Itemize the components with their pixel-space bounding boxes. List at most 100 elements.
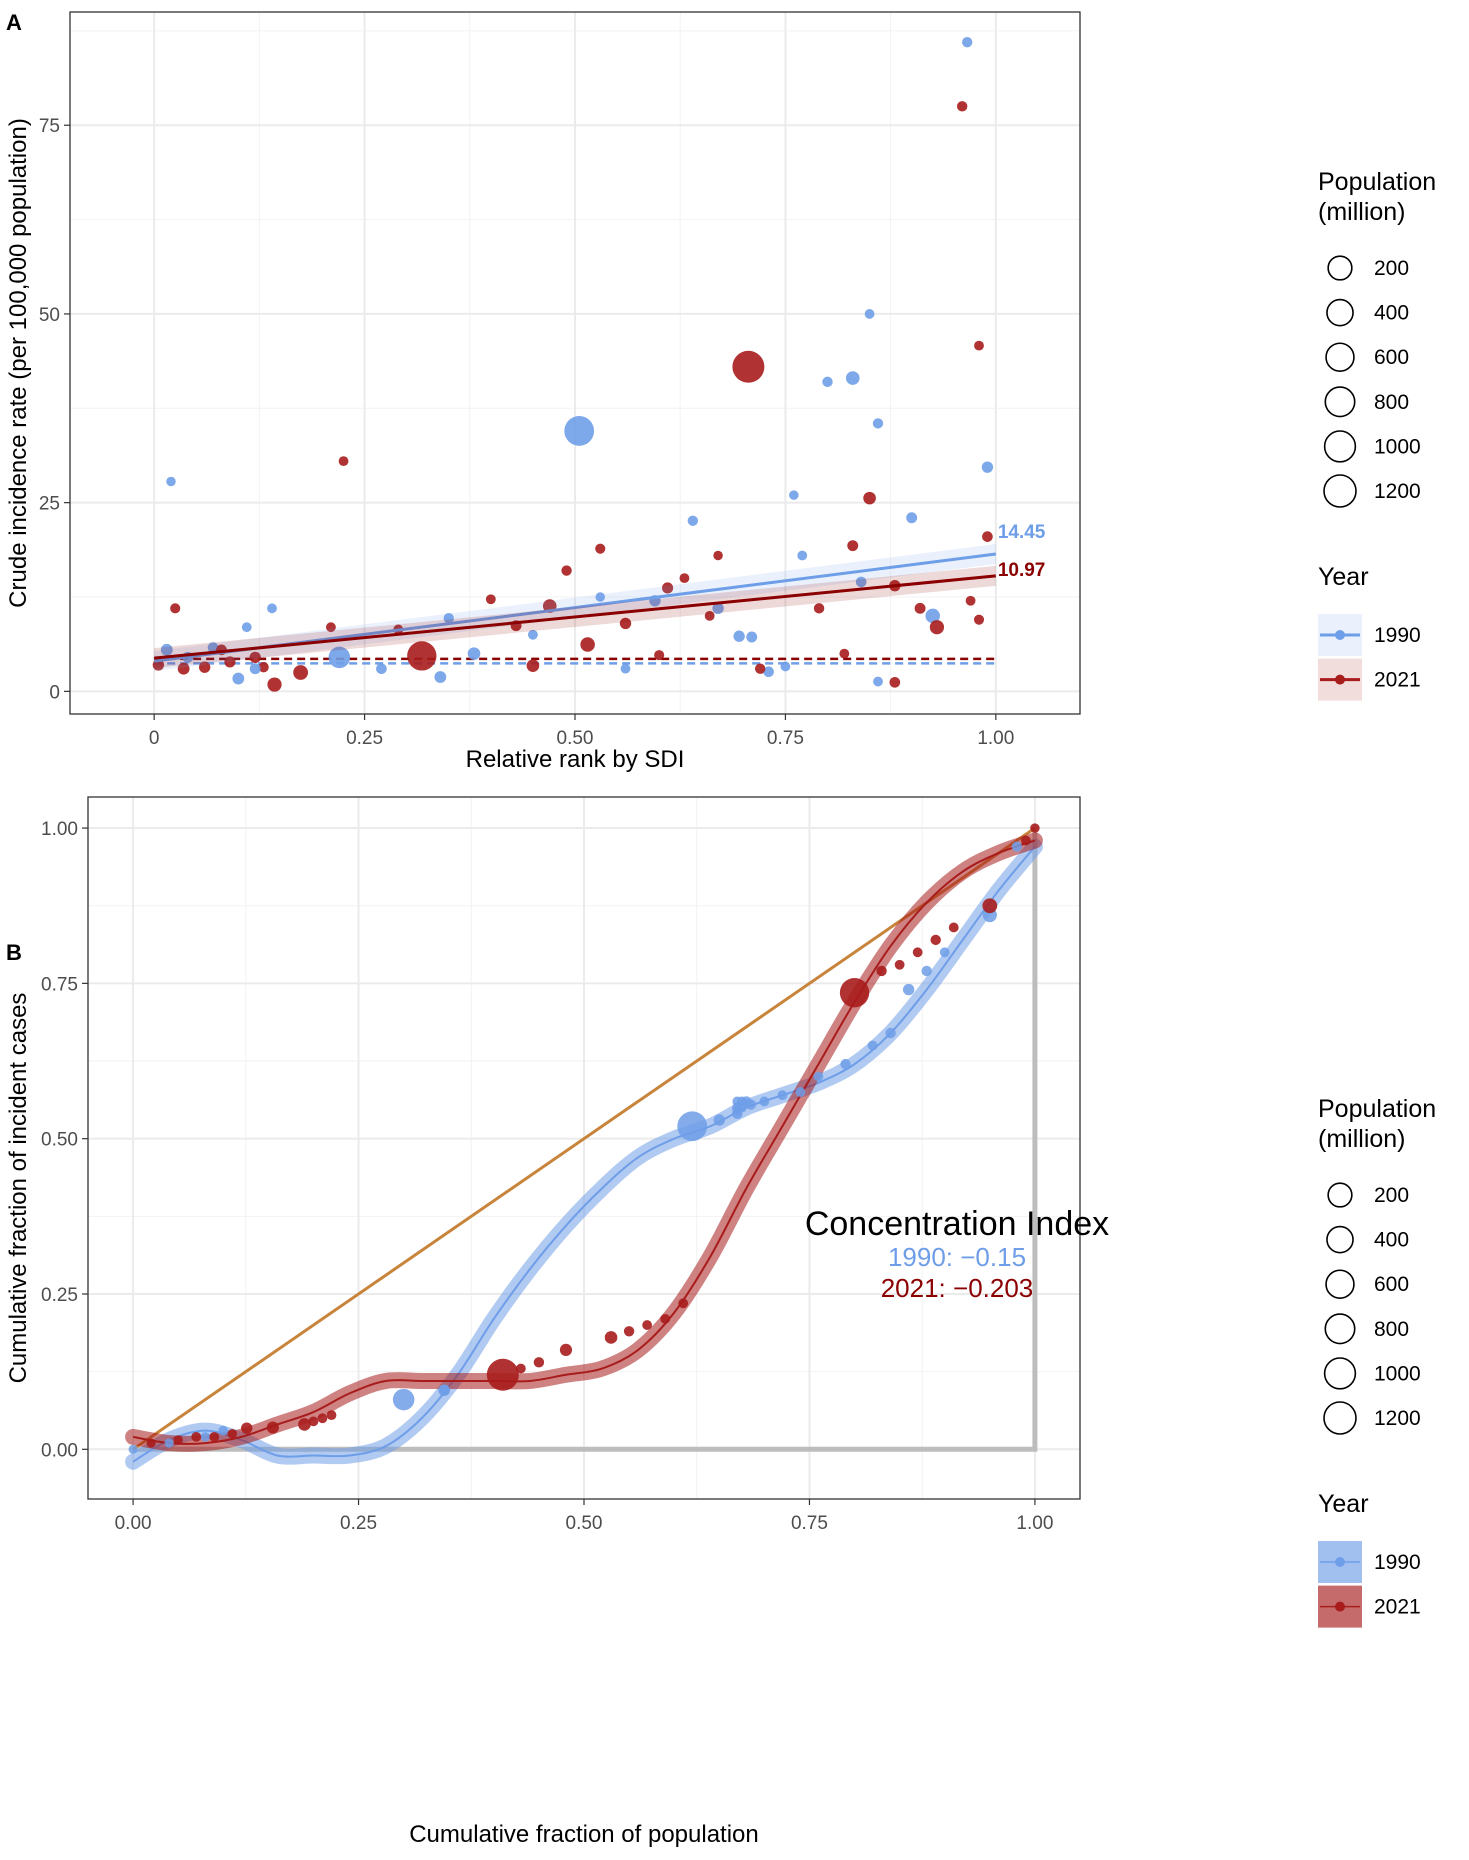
point-1990	[232, 672, 245, 685]
point-1990	[434, 671, 447, 683]
point-2021	[956, 101, 968, 112]
legend-size-label: 600	[1374, 346, 1409, 369]
legend-size-circle	[1325, 1269, 1355, 1299]
y-tick-label: 0.00	[41, 1440, 78, 1461]
panel-b-ticks: 0.00 0.25 0.50 0.75 1.00 0.00 0.25 0.50 0.75 1.00	[41, 819, 1053, 1534]
x-tick-label: 0.75	[791, 1513, 828, 1534]
legend-year-title: Year	[1318, 563, 1369, 591]
point-2021	[679, 573, 690, 584]
point-1990	[249, 663, 261, 675]
legend-year-label: 2021	[1374, 669, 1421, 692]
point-1990	[376, 663, 387, 675]
equality-diagonal	[132, 826, 1036, 1451]
legend-year-label: 1990	[1374, 1551, 1421, 1574]
point-1990	[763, 666, 774, 678]
point-1990	[780, 661, 791, 672]
point-1990	[759, 1096, 770, 1107]
point-2021	[982, 898, 998, 914]
point-1990	[795, 1087, 806, 1097]
panel-b-legend: Population(million) 200 400 600 800 1000 1200 Y…	[1318, 1095, 1436, 1628]
point-1990	[902, 983, 915, 996]
point-2021	[642, 1320, 653, 1330]
point-1990	[867, 1040, 878, 1051]
y-tick-label: 1.00	[41, 819, 78, 840]
point-2021	[338, 456, 349, 467]
panel-a-y-axis-label: Crude incidence rate (per 100,000 popula…	[5, 118, 32, 608]
panel-a-grid	[70, 12, 1080, 714]
panel-b-label: B	[6, 940, 22, 965]
legend-size-label: 400	[1374, 302, 1409, 325]
legend-size-label: 1000	[1374, 1362, 1421, 1385]
legend-size-label: 600	[1374, 1273, 1409, 1296]
point-2021	[485, 594, 496, 605]
legend-size-label: 400	[1374, 1229, 1409, 1252]
legend-size-label: 200	[1374, 257, 1409, 280]
point-2021	[894, 959, 905, 970]
point-2021	[580, 637, 595, 652]
point-1990	[872, 418, 884, 429]
point-1990	[687, 515, 699, 526]
point-2021	[267, 677, 282, 692]
point-1990	[713, 1114, 725, 1126]
point-1990	[207, 642, 219, 653]
panel-a-x-axis-label: Relative rank by SDI	[466, 746, 685, 773]
legend-population-unit: (million)	[1318, 1125, 1406, 1153]
point-1990	[906, 512, 918, 524]
legend-size-circle	[1327, 1182, 1353, 1208]
panel-b-x-axis-label: Cumulative fraction of population	[409, 1821, 759, 1848]
point-2021	[839, 978, 870, 1008]
x-tick-label: 0.00	[115, 1513, 152, 1534]
point-1990	[443, 612, 454, 624]
point-2021	[595, 543, 606, 554]
point-1990	[328, 646, 351, 669]
point-2021	[266, 1421, 279, 1434]
legend-year-key-point	[1335, 1601, 1345, 1612]
point-2021	[224, 656, 236, 668]
point-1990	[741, 1096, 752, 1107]
point-2021	[258, 662, 269, 673]
point-1990	[200, 1432, 210, 1442]
point-2021	[678, 1298, 689, 1309]
point-1990	[677, 1111, 708, 1142]
y-tick-label: 75	[39, 116, 60, 137]
x-tick-label: 1.00	[977, 728, 1014, 749]
curve-line-2021	[132, 839, 1036, 1445]
legend-size-label: 200	[1374, 1184, 1409, 1207]
legend-population-title: Population	[1318, 1095, 1436, 1123]
point-2021	[191, 1431, 202, 1442]
point-2021	[1020, 835, 1031, 846]
point-2021	[604, 1331, 618, 1344]
point-2021	[486, 1358, 519, 1391]
point-1990	[528, 629, 538, 640]
y-tick-label: 25	[39, 494, 60, 515]
point-1990	[392, 1388, 415, 1411]
point-2021	[559, 1343, 573, 1357]
point-1990	[166, 476, 176, 487]
y-tick-label: 0.50	[41, 1130, 78, 1151]
y-tick-label: 0	[49, 682, 60, 703]
x-tick-label: 0.50	[566, 1513, 603, 1534]
point-1990	[840, 1058, 851, 1070]
point-1990	[925, 608, 940, 624]
legend-year-title: Year	[1318, 1490, 1369, 1518]
point-2021	[526, 659, 540, 672]
x-tick-label: 0.75	[767, 728, 804, 749]
point-2021	[876, 965, 887, 977]
x-tick-label: 0.25	[346, 728, 383, 749]
point-1990	[467, 647, 481, 660]
legend-size-circle	[1324, 1313, 1356, 1345]
point-2021	[561, 565, 572, 576]
point-1990	[620, 663, 631, 674]
y-tick-label: 0.75	[41, 974, 78, 995]
point-1990	[864, 309, 875, 319]
point-2021	[813, 603, 825, 614]
panel-a-marks: 14.45 10.97	[152, 36, 1046, 692]
point-1990	[845, 371, 860, 385]
point-1990	[885, 1027, 896, 1039]
y-tick-label: 50	[39, 305, 60, 326]
point-2021	[662, 582, 674, 594]
x-tick-label: 1.00	[1016, 1513, 1053, 1534]
point-2021	[974, 340, 984, 351]
equality-baseline	[133, 828, 1038, 1452]
